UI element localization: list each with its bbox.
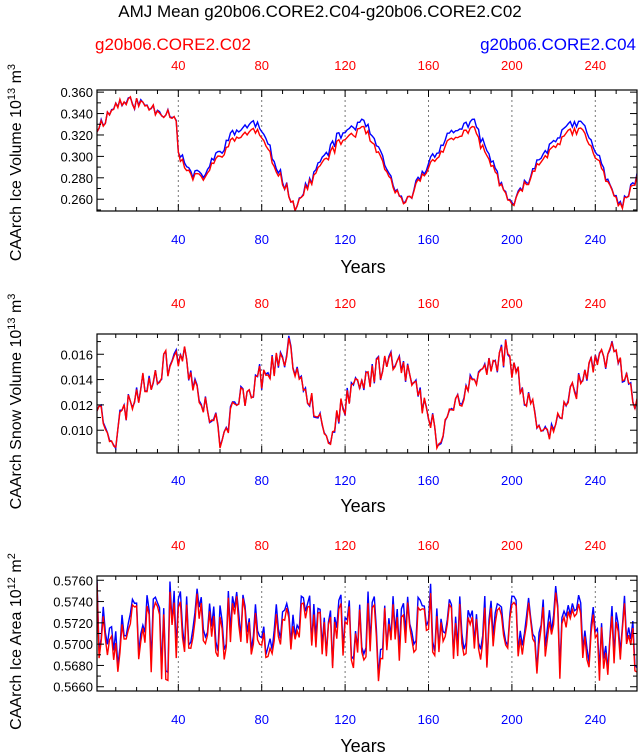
x-axis-label: Years [340,496,385,516]
ytick-label: 0.5680 [53,658,93,673]
xtick-label-top: 240 [584,296,606,311]
xtick-label-bottom: 120 [334,232,356,247]
xtick-label-top: 240 [584,58,606,73]
xtick-label-top: 160 [418,58,440,73]
y-axis-label: CAArch Ice Area 1012 m2 [6,553,25,730]
ytick-label: 0.5700 [53,637,93,652]
xtick-label-top: 160 [418,296,440,311]
xtick-label-bottom: 80 [254,473,268,488]
xtick-label-top: 80 [254,296,268,311]
x-axis-label: Years [340,736,385,753]
y-axis-label: CAArch Ice Volume 1013 m3 [6,64,25,261]
xtick-label-top: 40 [171,58,185,73]
legend-c04-label: g20b06.CORE2.C04 [480,35,636,54]
xtick-label-bottom: 120 [334,473,356,488]
ytick-label: 0.300 [60,149,93,164]
panel-snow_volume: 0.010 0.012 0.014 0.016 40 40 80 80 120 120 160 160… [6,294,638,516]
xtick-label-bottom: 160 [418,232,440,247]
xtick-label-bottom: 160 [418,712,440,727]
ytick-label: 0.014 [60,373,93,388]
xtick-label-bottom: 40 [171,712,185,727]
y-axis-label: CAArch Snow Volume 1013 m3 [6,294,25,510]
xtick-label-top: 200 [501,296,523,311]
ytick-label: 0.012 [60,398,93,413]
ytick-label: 0.010 [60,423,93,438]
xtick-label-bottom: 120 [334,712,356,727]
xtick-label-bottom: 240 [584,712,606,727]
ytick-label: 0.5760 [53,573,93,588]
legend-c02-label: g20b06.CORE2.C02 [95,35,251,54]
series-line-c02 [97,95,637,211]
x-axis-label: Years [340,257,385,277]
xtick-label-top: 120 [334,58,356,73]
plot-frame [96,89,638,212]
series-line-c04 [97,335,637,451]
ytick-label: 0.5740 [53,595,93,610]
xtick-label-top: 200 [501,538,523,553]
xtick-label-top: 120 [334,538,356,553]
panel-ice_volume: 0.260 0.280 0.300 0.320 0.340 0.360 40 40 80 80 12… [6,58,638,277]
panels: 0.260 0.280 0.300 0.320 0.340 0.360 40 40 80 80 12… [6,58,638,753]
ytick-label: 0.5660 [53,680,93,695]
xtick-label-top: 240 [584,538,606,553]
xtick-label-top: 40 [171,296,185,311]
xtick-label-bottom: 80 [254,712,268,727]
xtick-label-bottom: 40 [171,473,185,488]
xtick-label-top: 80 [254,58,268,73]
xtick-label-top: 160 [418,538,440,553]
series-line-c02 [97,582,637,682]
ytick-label: 0.016 [60,347,93,362]
xtick-label-bottom: 160 [418,473,440,488]
xtick-label-bottom: 200 [501,712,523,727]
ytick-label: 0.260 [60,192,93,207]
xtick-label-bottom: 40 [171,232,185,247]
ytick-label: 0.280 [60,171,93,186]
ytick-label: 0.320 [60,128,93,143]
xtick-label-bottom: 240 [584,232,606,247]
xtick-label-bottom: 80 [254,232,268,247]
panel-ice_area: 0.5660 0.5680 0.5700 0.5720 0.5740 0.5760 40 40… [6,538,638,753]
xtick-label-top: 120 [334,296,356,311]
xtick-label-top: 200 [501,58,523,73]
plot-frame [96,333,638,454]
xtick-label-bottom: 200 [501,473,523,488]
xtick-label-bottom: 200 [501,232,523,247]
ytick-label: 0.5720 [53,616,93,631]
series-line-c04 [97,96,637,211]
ytick-label: 0.340 [60,107,93,122]
xtick-label-top: 80 [254,538,268,553]
ytick-label: 0.360 [60,85,93,100]
xtick-label-bottom: 240 [584,473,606,488]
xtick-label-top: 40 [171,538,185,553]
figure-title: AMJ Mean g20b06.CORE2.C04-g20b06.CORE2.C… [118,2,522,21]
series-line-c02 [97,337,637,451]
